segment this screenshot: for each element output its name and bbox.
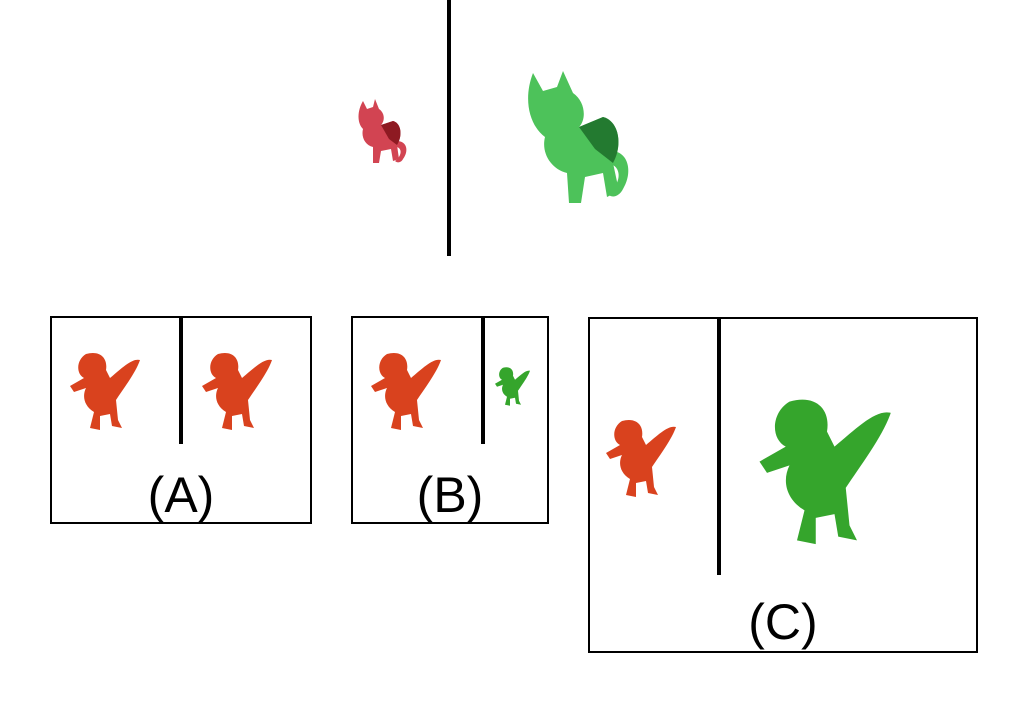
option-a-left-red-dinosaur [70, 352, 140, 430]
reference-large-green-cat [528, 71, 629, 203]
reference-divider [447, 0, 451, 256]
option-a-label: (A) [147, 467, 215, 523]
option-a-panel: (A) [50, 316, 312, 524]
option-b-panel: (B) [351, 316, 549, 524]
reference-small-red-cat [358, 99, 407, 163]
option-a-divider [179, 318, 183, 444]
option-c-right-large-green-dinosaur [759, 399, 891, 545]
option-b-divider [481, 318, 485, 444]
option-c-divider [717, 319, 721, 575]
option-c-label: (C) [748, 594, 818, 650]
option-a-right-red-dinosaur [202, 352, 272, 430]
option-b-label: (B) [416, 467, 484, 523]
option-b-right-small-green-dinosaur [495, 367, 530, 406]
option-b-left-red-dinosaur [371, 352, 441, 430]
option-c-left-red-dinosaur [606, 419, 676, 497]
cat-figure-red [358, 99, 407, 163]
option-c-panel: (C) [588, 317, 978, 653]
